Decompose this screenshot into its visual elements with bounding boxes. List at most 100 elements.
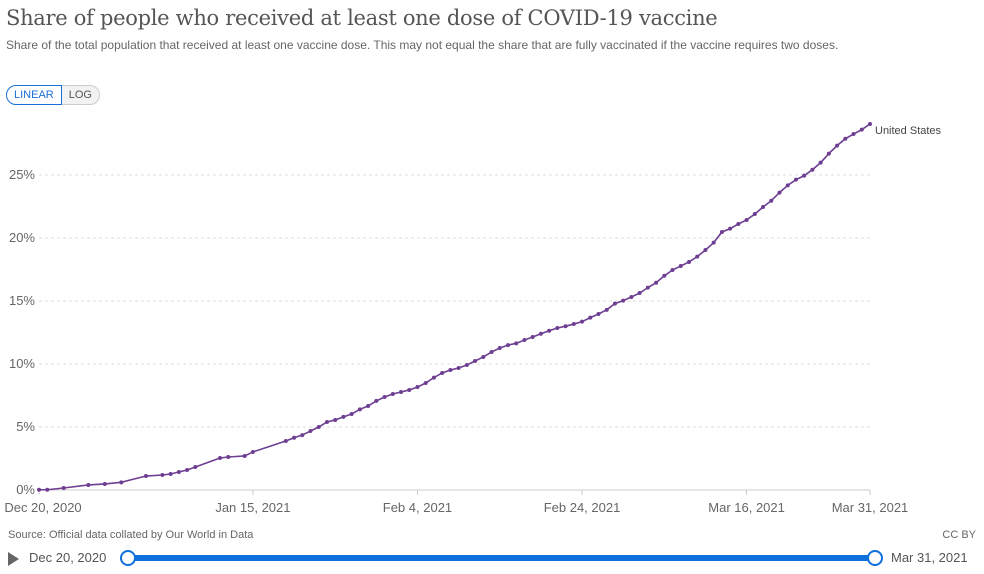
data-point — [300, 433, 305, 438]
data-point — [143, 474, 148, 479]
data-point — [390, 391, 395, 396]
data-point — [851, 132, 856, 137]
data-point — [86, 482, 91, 487]
data-point — [859, 127, 864, 132]
data-point — [736, 222, 741, 227]
data-point — [415, 385, 420, 390]
data-point — [678, 263, 683, 268]
data-point — [802, 173, 807, 178]
data-point — [45, 487, 50, 492]
data-point — [596, 311, 601, 316]
data-point — [719, 229, 724, 234]
data-point — [785, 183, 790, 188]
data-point — [61, 485, 66, 490]
data-point — [604, 307, 609, 312]
data-point — [242, 453, 247, 458]
license-link[interactable]: CC BY — [942, 529, 976, 541]
timeline-track[interactable] — [128, 555, 875, 561]
timeline-start-label: Dec 20, 2020 — [29, 550, 107, 565]
data-point — [868, 121, 872, 126]
linear-scale-button[interactable]: LINEAR — [6, 85, 62, 105]
data-point — [818, 160, 823, 165]
data-point — [382, 395, 387, 400]
data-point — [637, 291, 642, 296]
data-point — [703, 247, 708, 252]
x-tick-label: Dec 20, 2020 — [4, 500, 81, 515]
data-point — [662, 273, 667, 278]
data-point — [686, 259, 691, 264]
data-point — [176, 469, 181, 474]
data-point — [357, 407, 362, 412]
data-point — [835, 143, 840, 148]
data-point — [670, 268, 675, 273]
data-point — [341, 414, 346, 419]
data-point — [250, 449, 255, 454]
timeline-start-handle[interactable] — [120, 550, 136, 566]
data-point — [571, 322, 576, 327]
data-point — [193, 464, 198, 469]
series-line — [39, 123, 871, 491]
data-point — [308, 429, 313, 434]
data-point — [629, 294, 634, 299]
data-point — [160, 473, 165, 478]
data-point — [349, 412, 354, 417]
data-point — [843, 136, 848, 141]
data-point — [761, 205, 766, 210]
data-point — [728, 226, 733, 231]
scale-toggle: LINEAR LOG — [6, 85, 100, 105]
chart-subtitle: Share of the total population that recei… — [6, 38, 839, 52]
data-point — [283, 438, 288, 443]
data-point — [555, 325, 560, 330]
data-point — [621, 298, 626, 303]
data-point — [37, 487, 41, 492]
data-point — [456, 366, 461, 371]
data-point — [168, 471, 173, 476]
chart-title: Share of people who received at least on… — [6, 6, 718, 30]
data-point — [826, 151, 831, 156]
data-point — [530, 335, 535, 340]
x-tick-label: Feb 24, 2021 — [544, 500, 621, 515]
data-point — [547, 328, 552, 333]
source-note[interactable]: Source: Official data collated by Our Wo… — [8, 529, 254, 541]
data-point — [711, 240, 716, 245]
data-point — [374, 398, 379, 403]
data-point — [399, 389, 404, 394]
data-point — [366, 403, 371, 408]
play-icon[interactable] — [8, 552, 19, 566]
y-tick-label: 15% — [9, 293, 35, 308]
data-point — [793, 177, 798, 182]
data-point — [538, 331, 543, 336]
data-point — [645, 285, 650, 290]
data-point — [473, 358, 478, 363]
data-point — [489, 350, 494, 355]
y-tick-label: 5% — [16, 419, 35, 434]
data-point — [580, 319, 585, 324]
x-tick-label: Jan 15, 2021 — [215, 500, 290, 515]
data-point — [695, 254, 700, 259]
timeline-end-label: Mar 31, 2021 — [891, 550, 968, 565]
data-point — [185, 467, 190, 472]
data-point — [218, 455, 223, 460]
log-scale-button[interactable]: LOG — [61, 85, 100, 105]
data-point — [431, 375, 436, 380]
data-point — [448, 368, 453, 373]
data-point — [333, 417, 338, 422]
data-point — [777, 190, 782, 195]
data-point — [481, 354, 486, 359]
data-point — [497, 345, 502, 350]
data-point — [744, 217, 749, 222]
timeline-end-handle[interactable] — [867, 550, 883, 566]
data-point — [316, 425, 321, 429]
data-point — [563, 324, 568, 329]
data-point — [752, 212, 757, 217]
data-point — [324, 419, 329, 424]
data-point — [588, 315, 593, 320]
data-point — [226, 454, 231, 459]
y-tick-label: 0% — [16, 482, 35, 497]
timeline: Dec 20, 2020 Mar 31, 2021 — [0, 548, 984, 570]
data-point — [407, 387, 412, 392]
x-tick-label: Mar 16, 2021 — [708, 500, 785, 515]
data-point — [514, 341, 519, 346]
data-point — [464, 363, 469, 368]
